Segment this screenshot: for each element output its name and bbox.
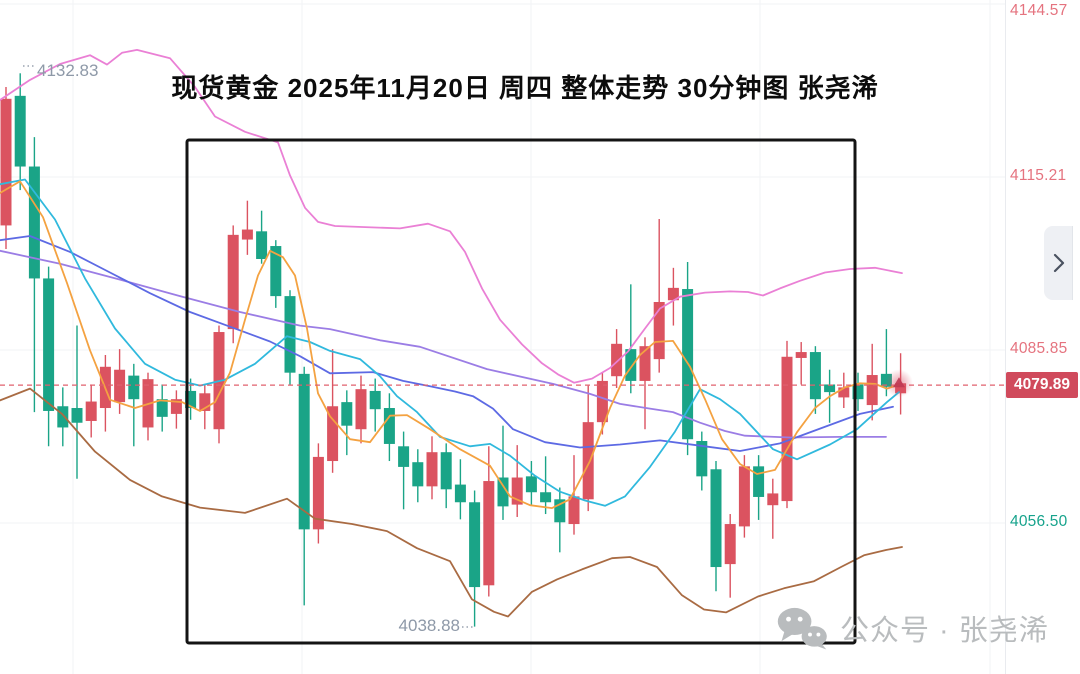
candle-body: [327, 406, 339, 462]
candle-body: [170, 399, 182, 414]
candle-body: [369, 390, 381, 410]
candle-body: [696, 441, 708, 477]
candle-body: [0, 98, 12, 226]
candle-body: [298, 373, 310, 530]
candle-body: [611, 343, 623, 377]
candle-body: [852, 384, 864, 400]
candle-body: [625, 349, 637, 381]
boll-lower-line: [0, 387, 903, 618]
candle-body: [341, 402, 353, 426]
candle-body: [866, 375, 878, 406]
candle-body: [14, 95, 26, 167]
chevron-right-icon: [1053, 253, 1064, 273]
candle-body: [241, 229, 253, 240]
candle-body: [227, 234, 239, 330]
candle-body: [440, 452, 452, 490]
ma-slow-blue-line: [0, 235, 894, 452]
candle-body: [568, 496, 580, 525]
candle-body: [540, 492, 552, 503]
candle-body: [824, 384, 836, 393]
candle-body: [653, 301, 665, 360]
candle-body: [383, 408, 395, 444]
candle-body: [156, 399, 168, 417]
candle-body: [710, 469, 722, 568]
ma-long-purple-line: [0, 249, 887, 439]
candle-body: [43, 278, 55, 411]
candle-body: [355, 389, 367, 430]
axis-price-label: 4144.57: [1010, 2, 1068, 19]
candle-body: [85, 401, 97, 421]
candle-body: [256, 231, 268, 259]
candle-body: [809, 352, 821, 400]
candle-body: [114, 369, 126, 403]
candle-body: [312, 456, 324, 530]
candle-body: [71, 408, 83, 423]
price-marker-arrow: [893, 377, 905, 388]
candle-body: [667, 287, 679, 301]
candle-body: [582, 422, 594, 500]
candle-body: [454, 484, 466, 503]
candle-body: [270, 246, 282, 297]
annotation-box: [185, 138, 857, 645]
candle-body: [398, 446, 410, 467]
candle-body: [596, 380, 608, 423]
candle-body: [639, 346, 651, 381]
candle-body: [767, 493, 779, 506]
axis-price-label: 4115.21: [1010, 167, 1067, 185]
axis-price-label: 4085.85: [1010, 340, 1068, 357]
ma-mid-cyan-line: [0, 178, 900, 507]
candle-body: [483, 481, 495, 586]
candle-body: [412, 462, 424, 487]
candle-body: [128, 375, 140, 400]
candle-body: [838, 387, 850, 398]
candle-body: [284, 296, 296, 373]
candle-body: [525, 476, 537, 493]
current-price-badge: 4079.89: [1006, 372, 1078, 398]
candle-body: [57, 406, 69, 428]
candle-body: [554, 499, 566, 523]
panel-expand-button[interactable]: [1044, 226, 1073, 300]
candle-body: [781, 356, 793, 502]
candle-body: [199, 393, 211, 411]
candle-body: [511, 477, 523, 505]
axis-price-label: 4056.50: [1010, 512, 1068, 530]
boll-upper-line: [0, 49, 903, 384]
candle-body: [28, 166, 40, 279]
candle-body: [185, 390, 197, 409]
candle-body: [497, 477, 509, 507]
candle-body: [469, 502, 481, 588]
candle-body: [795, 352, 807, 358]
candle-body: [724, 524, 736, 565]
candle-body: [753, 466, 765, 497]
candle-body: [738, 466, 750, 527]
candle-body: [426, 452, 438, 487]
